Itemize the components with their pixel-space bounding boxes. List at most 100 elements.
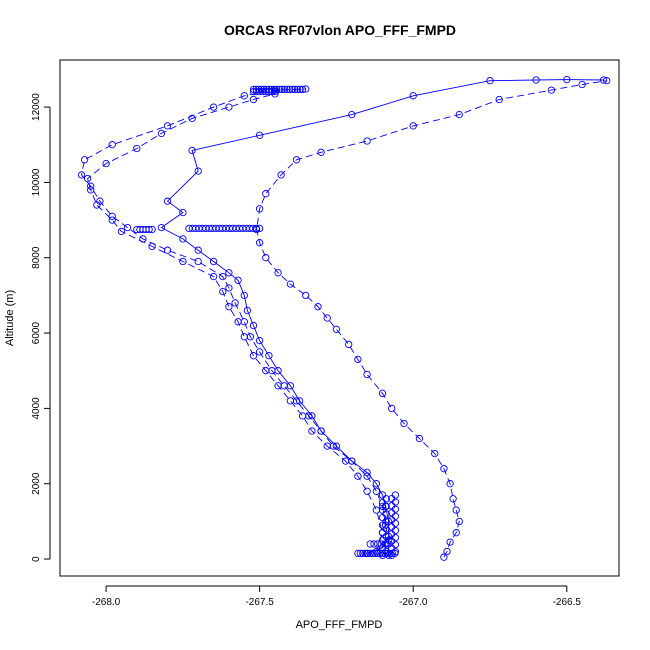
data-point bbox=[194, 246, 202, 254]
data-point bbox=[252, 224, 260, 233]
data-point bbox=[440, 465, 448, 473]
data-point bbox=[240, 92, 248, 100]
data-point bbox=[317, 427, 325, 435]
data-point bbox=[194, 257, 202, 266]
data-point bbox=[234, 276, 242, 284]
data-point bbox=[378, 491, 387, 499]
data-point bbox=[377, 540, 385, 548]
data-point bbox=[262, 367, 270, 375]
y-tick-label: 0 bbox=[31, 556, 42, 562]
data-point bbox=[302, 291, 310, 300]
data-point bbox=[578, 80, 586, 89]
cluster-mid-run-right bbox=[185, 224, 264, 233]
data-point bbox=[255, 239, 264, 247]
data-point bbox=[240, 333, 248, 341]
data-point bbox=[148, 242, 156, 251]
data-point bbox=[277, 171, 285, 179]
chart-title: ORCAS RF07vlon APO_FFF_FMPD bbox=[224, 22, 456, 38]
data-point bbox=[363, 137, 371, 145]
data-point bbox=[148, 225, 156, 234]
data-point bbox=[391, 533, 400, 542]
data-point bbox=[80, 156, 89, 164]
data-point bbox=[495, 95, 503, 104]
data-point bbox=[382, 495, 390, 503]
data-point bbox=[378, 498, 387, 507]
data-point bbox=[225, 303, 233, 311]
data-point bbox=[271, 87, 279, 96]
data-point bbox=[354, 472, 362, 480]
data-point bbox=[225, 103, 233, 111]
series-line bbox=[160, 79, 604, 554]
data-point bbox=[219, 272, 227, 281]
data-point bbox=[359, 549, 367, 558]
data-point bbox=[366, 540, 374, 548]
data-point bbox=[163, 246, 172, 254]
data-point bbox=[452, 506, 460, 514]
y-tick-label: 6000 bbox=[31, 322, 42, 345]
data-point bbox=[133, 144, 141, 153]
data-point bbox=[225, 284, 233, 292]
data-point bbox=[383, 549, 392, 558]
data-point bbox=[382, 510, 390, 518]
data-point bbox=[449, 495, 457, 503]
data-point bbox=[249, 352, 258, 360]
series-profile-4 bbox=[83, 90, 387, 556]
data-point bbox=[219, 287, 227, 296]
data-point bbox=[194, 167, 202, 175]
data-point bbox=[356, 549, 365, 558]
data-point bbox=[547, 86, 556, 94]
data-point bbox=[599, 76, 608, 84]
data-point bbox=[280, 382, 288, 390]
cluster-mid-run-left bbox=[133, 225, 156, 234]
data-point bbox=[274, 382, 282, 390]
data-point bbox=[255, 131, 264, 139]
y-axis-label: Altitude (m) bbox=[4, 290, 16, 346]
data-point bbox=[302, 85, 310, 93]
data-point bbox=[452, 529, 460, 537]
data-point bbox=[231, 299, 239, 307]
data-point bbox=[372, 506, 381, 514]
data-point bbox=[372, 487, 381, 495]
series-line bbox=[87, 93, 383, 552]
data-point bbox=[378, 529, 387, 537]
data-point bbox=[373, 549, 382, 558]
cluster-column-1 bbox=[388, 491, 400, 559]
data-point bbox=[234, 318, 242, 326]
data-point bbox=[415, 434, 424, 443]
data-point bbox=[378, 513, 387, 522]
data-point bbox=[323, 442, 331, 450]
data-point bbox=[108, 216, 116, 224]
data-point bbox=[108, 141, 116, 149]
data-point bbox=[378, 551, 387, 559]
data-point bbox=[391, 519, 400, 528]
data-point bbox=[283, 85, 291, 94]
x-tick-label: -267.0 bbox=[399, 597, 428, 608]
data-point bbox=[363, 487, 371, 495]
data-point bbox=[145, 225, 153, 234]
data-point bbox=[314, 303, 322, 311]
data-point bbox=[296, 85, 304, 94]
data-point bbox=[255, 336, 264, 345]
plot-frame bbox=[59, 59, 620, 577]
data-point bbox=[382, 547, 390, 556]
data-point bbox=[262, 254, 270, 262]
series-layer bbox=[77, 75, 611, 561]
data-point bbox=[298, 85, 307, 94]
data-point bbox=[179, 208, 187, 217]
data-point bbox=[391, 498, 400, 506]
cluster-top-run-2 bbox=[249, 87, 279, 96]
series-line bbox=[81, 88, 390, 556]
data-point bbox=[378, 389, 387, 397]
data-point bbox=[373, 540, 382, 548]
cluster-column-2 bbox=[378, 495, 390, 559]
data-point bbox=[308, 427, 316, 435]
data-point bbox=[446, 480, 454, 488]
data-point bbox=[278, 85, 286, 94]
data-point bbox=[486, 77, 494, 85]
data-point bbox=[603, 77, 611, 85]
data-point bbox=[363, 472, 371, 480]
data-point bbox=[255, 205, 264, 213]
data-point bbox=[378, 521, 387, 529]
data-point bbox=[443, 547, 451, 556]
data-point bbox=[378, 544, 387, 552]
